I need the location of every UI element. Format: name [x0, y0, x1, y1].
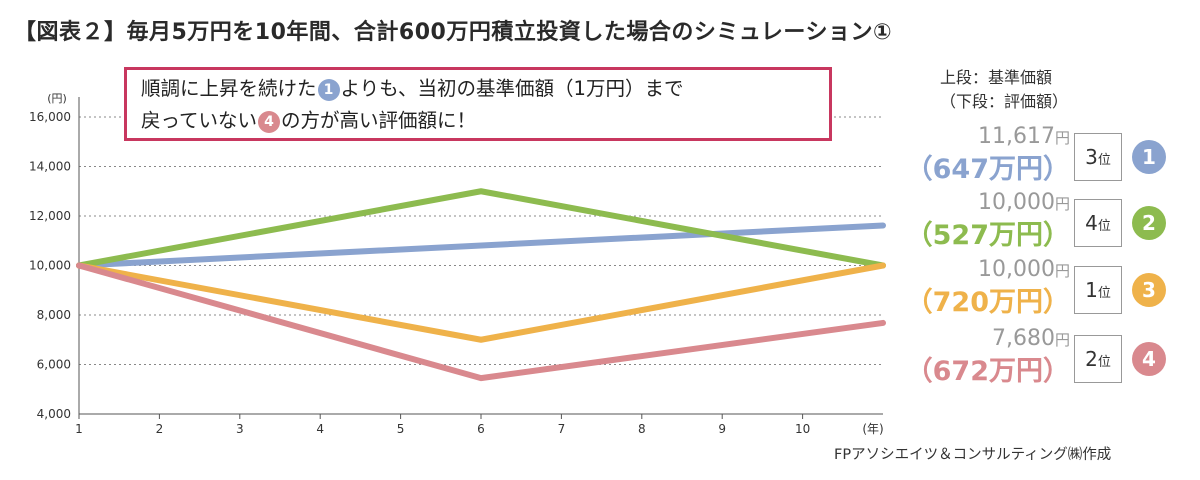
series-line-1 — [76, 222, 886, 269]
annotation-text: の方が高い評価額に！ — [281, 109, 477, 132]
source-credit: FPアソシエイツ＆コンサルティング㈱作成 — [834, 447, 1112, 463]
annotation-text: 戻っていない — [141, 109, 258, 132]
y-tick-label: 16,000 — [29, 110, 71, 124]
x-tick-label: 5 — [397, 422, 405, 436]
x-tick-label: 9 — [718, 422, 726, 436]
x-tick-label: 3 — [236, 422, 244, 436]
y-tick-label: 10,000 — [29, 259, 71, 273]
y-tick-label: 14,000 — [29, 160, 71, 174]
y-tick-label: 8,000 — [37, 308, 71, 322]
x-tick-label: 1 — [75, 422, 83, 436]
result-price: 7,680円 — [992, 326, 1070, 351]
chart-title: 【図表２】毎月5万円を10年間、合計600万円積立投資した場合のシミュレーション… — [14, 20, 893, 45]
y-tick-label: 6,000 — [37, 358, 71, 372]
rank-box: 4位 — [1074, 199, 1122, 247]
x-tick-label: 8 — [638, 422, 646, 436]
result-row-4: 7,680円 （672万円） 2位 4 — [870, 326, 1200, 402]
y-unit-label: (円) — [47, 92, 67, 105]
series-line-4 — [76, 262, 886, 382]
y-tick-label: 4,000 — [37, 407, 71, 421]
result-value: （647万円） — [905, 154, 1070, 185]
annotation-text: よりも、当初の基準価額（1万円）まで — [340, 77, 684, 100]
annotation-line-1: 順調に上昇を続けた 1 よりも、当初の基準価額（1万円）まで — [141, 73, 815, 105]
x-tick-label: 2 — [156, 422, 164, 436]
x-tick-label: 4 — [316, 422, 324, 436]
result-value: （527万円） — [905, 220, 1070, 251]
rank-box: 2位 — [1074, 335, 1122, 383]
badge-4: 4 — [258, 111, 281, 133]
badge-1: 1 — [317, 79, 340, 101]
series-badge-2: 2 — [1132, 206, 1166, 240]
result-row-2: 10,000円 （527万円） 4位 2 — [870, 190, 1200, 266]
result-price: 10,000円 — [978, 190, 1070, 215]
legend-header: 上段：基準価額 （下段：評価額） — [940, 66, 1068, 114]
x-tick-label: 7 — [558, 422, 566, 436]
annotation-box: 順調に上昇を続けた 1 よりも、当初の基準価額（1万円）まで 戻っていない 4 の方が高… — [124, 67, 832, 141]
result-price: 10,000円 — [978, 257, 1070, 282]
x-tick-label: 10 — [795, 422, 810, 436]
result-value: （720万円） — [905, 287, 1070, 318]
series-badge-1: 1 — [1132, 140, 1166, 174]
series-line-2 — [76, 188, 886, 269]
series-line-3 — [76, 262, 886, 343]
series-badge-4: 4 — [1132, 342, 1166, 376]
result-price: 11,617円 — [978, 124, 1070, 149]
result-row-3: 10,000円 （720万円） 1位 3 — [870, 257, 1200, 333]
result-row-1: 11,617円 （647万円） 3位 1 — [870, 124, 1200, 200]
legend-header-line-2: （下段：評価額） — [940, 92, 1069, 111]
rank-box: 3位 — [1074, 133, 1122, 181]
rank-box: 1位 — [1074, 266, 1122, 314]
series-badge-3: 3 — [1132, 273, 1166, 307]
x-tick-label: 6 — [477, 422, 485, 436]
annotation-line-2: 戻っていない 4 の方が高い評価額に！ — [141, 105, 815, 137]
y-tick-label: 12,000 — [29, 209, 71, 223]
legend-header-line-1: 上段：基準価額 — [940, 68, 1053, 87]
x-unit-label: (年) — [862, 422, 883, 436]
result-value: （672万円） — [905, 356, 1070, 387]
annotation-text: 順調に上昇を続けた — [141, 77, 317, 100]
